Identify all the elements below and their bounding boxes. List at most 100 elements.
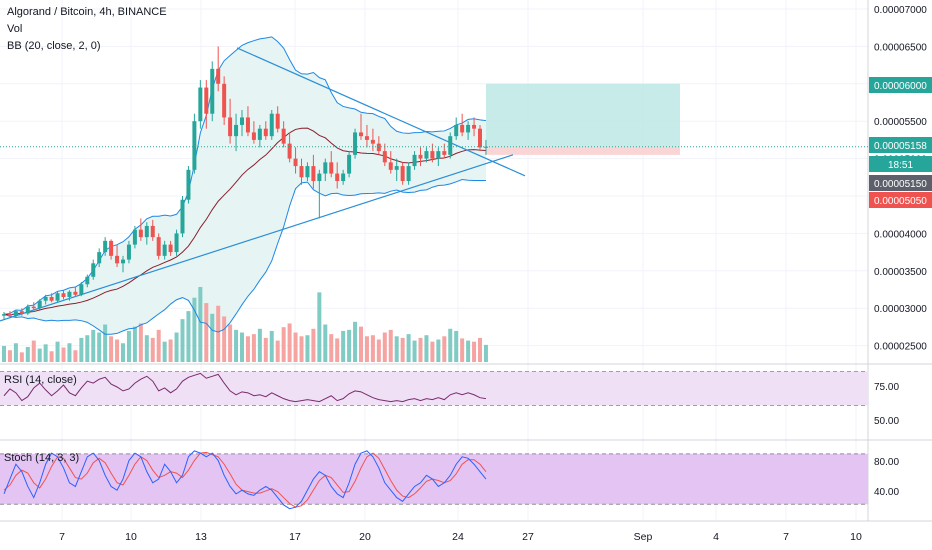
volume-bar <box>269 330 274 362</box>
candle-body <box>43 296 48 301</box>
time-tick-label: 20 <box>359 531 371 543</box>
volume-bar <box>216 305 221 362</box>
rsi-label: RSI (14, close) <box>4 374 77 386</box>
candle-body <box>162 244 167 256</box>
volume-bar <box>454 330 459 362</box>
trendline-lower[interactable] <box>0 154 514 322</box>
candle-body <box>85 276 90 285</box>
volume-bar <box>132 326 137 362</box>
bollinger-fill <box>4 36 486 335</box>
volume-bar <box>388 329 393 362</box>
volume-bar <box>61 347 66 362</box>
volume-bar <box>424 335 429 362</box>
candle-body <box>454 124 459 137</box>
stop-zone[interactable] <box>486 146 680 155</box>
volume-bar <box>257 328 262 362</box>
volume-bar <box>418 337 423 362</box>
time-tick-label: 13 <box>195 531 207 543</box>
volume-bar <box>144 335 149 362</box>
candle-body <box>210 68 215 114</box>
candle-body <box>388 162 393 170</box>
candle-body <box>364 136 369 140</box>
candle-body <box>97 252 102 264</box>
candle-body <box>442 151 447 155</box>
price-tick-label: 0.00003000 <box>874 304 927 315</box>
candle-body <box>150 225 155 238</box>
price-tick-label: 0.00005500 <box>874 117 927 128</box>
price-pane[interactable] <box>0 36 868 362</box>
candle-body <box>234 124 239 137</box>
candle-body <box>180 199 185 234</box>
candle-body <box>37 300 42 309</box>
volume-bar <box>406 334 411 362</box>
volume-bar <box>234 329 239 362</box>
volume-bar <box>55 341 60 362</box>
candle-body <box>483 146 488 148</box>
candle-body <box>103 240 108 253</box>
volume-bar <box>150 337 155 362</box>
volume-bar <box>228 324 233 362</box>
volume-bar <box>364 336 369 362</box>
price-tag-label: 0.00005050 <box>874 196 927 207</box>
volume-bar <box>472 341 477 362</box>
candle-body <box>400 166 405 182</box>
candle-body <box>91 263 96 277</box>
volume-bar <box>370 335 375 362</box>
candle-body <box>281 128 286 144</box>
bollinger-label: BB (20, close, 2, 0) <box>7 40 101 52</box>
volume-bar <box>210 313 215 362</box>
candle-body <box>138 229 143 238</box>
candle-body <box>406 166 411 182</box>
candle-body <box>359 132 363 137</box>
bollinger-basis <box>3 127 486 316</box>
volume-bar <box>91 329 96 362</box>
candle-body <box>144 225 149 238</box>
volume-bar <box>115 339 120 362</box>
candle-body <box>293 158 298 167</box>
candle-body <box>204 87 209 114</box>
time-tick-label: 4 <box>713 531 719 543</box>
candle-body <box>115 255 120 264</box>
candle-body <box>299 166 304 178</box>
candle-body <box>55 293 60 301</box>
volume-bar <box>323 324 328 362</box>
rsi-pane[interactable] <box>0 370 868 406</box>
volume-bar <box>67 343 72 362</box>
candle-body <box>13 311 18 316</box>
price-tick-label: 0.00004000 <box>874 229 927 240</box>
trendline-upper[interactable] <box>236 47 526 177</box>
candle-body <box>31 306 36 309</box>
volume-bar <box>79 337 84 362</box>
price-tag <box>869 192 932 208</box>
volume-bar <box>341 330 346 362</box>
volume-bar <box>222 316 227 362</box>
candle-body <box>436 151 441 159</box>
volume-bar <box>162 341 167 362</box>
candle-body <box>353 132 358 155</box>
volume-bar <box>204 303 209 362</box>
candle-body <box>25 306 30 314</box>
stoch-label: Stoch (14, 3, 3) <box>4 452 80 464</box>
price-tag <box>869 175 932 191</box>
candle-body <box>317 173 322 182</box>
volume-bar <box>31 340 36 362</box>
volume-bar <box>478 337 482 362</box>
target-zone[interactable] <box>486 83 680 147</box>
candle-body <box>460 124 465 133</box>
candle-body <box>311 166 316 182</box>
price-tag <box>869 77 932 93</box>
candle-body <box>341 173 346 182</box>
price-tick-label: 0.00002500 <box>874 342 927 353</box>
candle-body <box>245 117 250 133</box>
price-tag <box>869 156 932 172</box>
volume-bar <box>466 340 471 362</box>
candle-body <box>382 151 387 163</box>
volume-bar <box>347 329 352 362</box>
candle-body <box>335 173 340 182</box>
chart-title: Algorand / Bitcoin, 4h, BINANCE <box>7 6 167 18</box>
candle-body <box>132 229 137 245</box>
stoch-pane[interactable] <box>0 450 868 510</box>
volume-bar <box>174 332 179 362</box>
candle-body <box>49 296 54 301</box>
